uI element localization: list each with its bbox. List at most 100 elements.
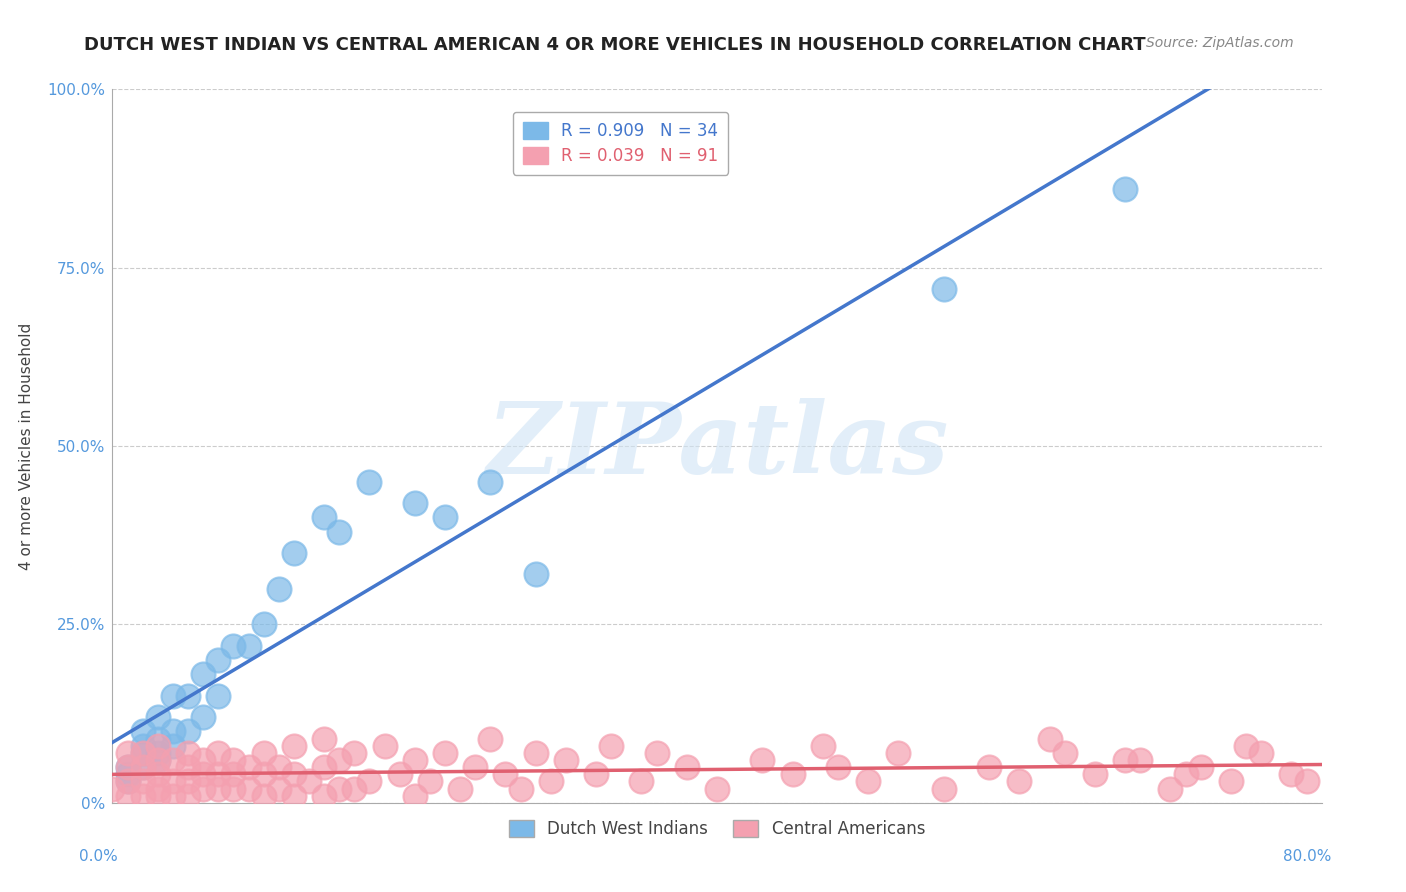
Point [645,746,668,760]
Point [1234,739,1257,753]
Point [283,546,305,560]
Point [585,767,607,781]
Point [1295,774,1317,789]
Point [146,781,169,796]
Point [162,789,184,803]
Point [1220,774,1243,789]
Point [706,781,728,796]
Point [207,746,229,760]
Point [146,739,169,753]
Point [856,774,880,789]
Point [162,724,184,739]
Point [238,760,260,774]
Point [253,746,276,760]
Point [1250,746,1272,760]
Point [977,760,1000,774]
Point [177,760,200,774]
Point [177,746,200,760]
Point [540,774,562,789]
Point [267,760,290,774]
Point [207,653,229,667]
Point [811,739,834,753]
Point [554,753,576,767]
Point [1114,753,1136,767]
Text: Source: ZipAtlas.com: Source: ZipAtlas.com [1146,36,1294,50]
Point [162,774,184,789]
Point [388,767,411,781]
Point [132,789,155,803]
Point [1084,767,1107,781]
Point [132,774,155,789]
Point [253,789,276,803]
Point [283,767,305,781]
Point [191,710,214,724]
Point [464,760,486,774]
Point [146,753,169,767]
Point [433,746,456,760]
Point [162,753,184,767]
Point [630,774,652,789]
Point [132,746,155,760]
Point [433,510,456,524]
Point [1159,781,1181,796]
Point [267,582,290,596]
Point [132,746,155,760]
Text: ZIPatlas: ZIPatlas [486,398,948,494]
Point [600,739,623,753]
Point [253,617,276,632]
Point [177,789,200,803]
Point [509,781,531,796]
Point [162,689,184,703]
Point [191,781,214,796]
Point [191,753,214,767]
Text: DUTCH WEST INDIAN VS CENTRAL AMERICAN 4 OR MORE VEHICLES IN HOUSEHOLD CORRELATIO: DUTCH WEST INDIAN VS CENTRAL AMERICAN 4 … [84,36,1146,54]
Point [404,789,426,803]
Point [132,760,155,774]
Point [177,774,200,789]
Text: 0.0%: 0.0% [79,849,118,863]
Point [222,767,245,781]
Point [314,760,336,774]
Point [222,639,245,653]
Point [343,781,366,796]
Point [222,781,245,796]
Point [132,724,155,739]
Point [207,689,229,703]
Point [146,789,169,803]
Point [1008,774,1031,789]
Point [177,724,200,739]
Point [359,774,381,789]
Point [117,746,139,760]
Point [267,781,290,796]
Point [191,767,214,781]
Point [162,739,184,753]
Point [253,767,276,781]
Point [132,760,155,774]
Point [177,689,200,703]
Point [314,731,336,746]
Point [207,781,229,796]
Point [495,767,517,781]
Point [479,475,502,489]
Point [524,746,547,760]
Point [675,760,697,774]
Point [132,739,155,753]
Point [419,774,441,789]
Point [524,567,547,582]
Point [328,753,350,767]
Point [1129,753,1152,767]
Point [207,767,229,781]
Point [314,789,336,803]
Point [238,639,260,653]
Point [117,789,139,803]
Point [1279,767,1302,781]
Point [117,767,139,781]
Point [782,767,804,781]
Point [117,774,139,789]
Legend: Dutch West Indians, Central Americans: Dutch West Indians, Central Americans [502,813,932,845]
Point [404,753,426,767]
Point [887,746,910,760]
Point [314,510,336,524]
Point [1053,746,1076,760]
Point [1189,760,1212,774]
